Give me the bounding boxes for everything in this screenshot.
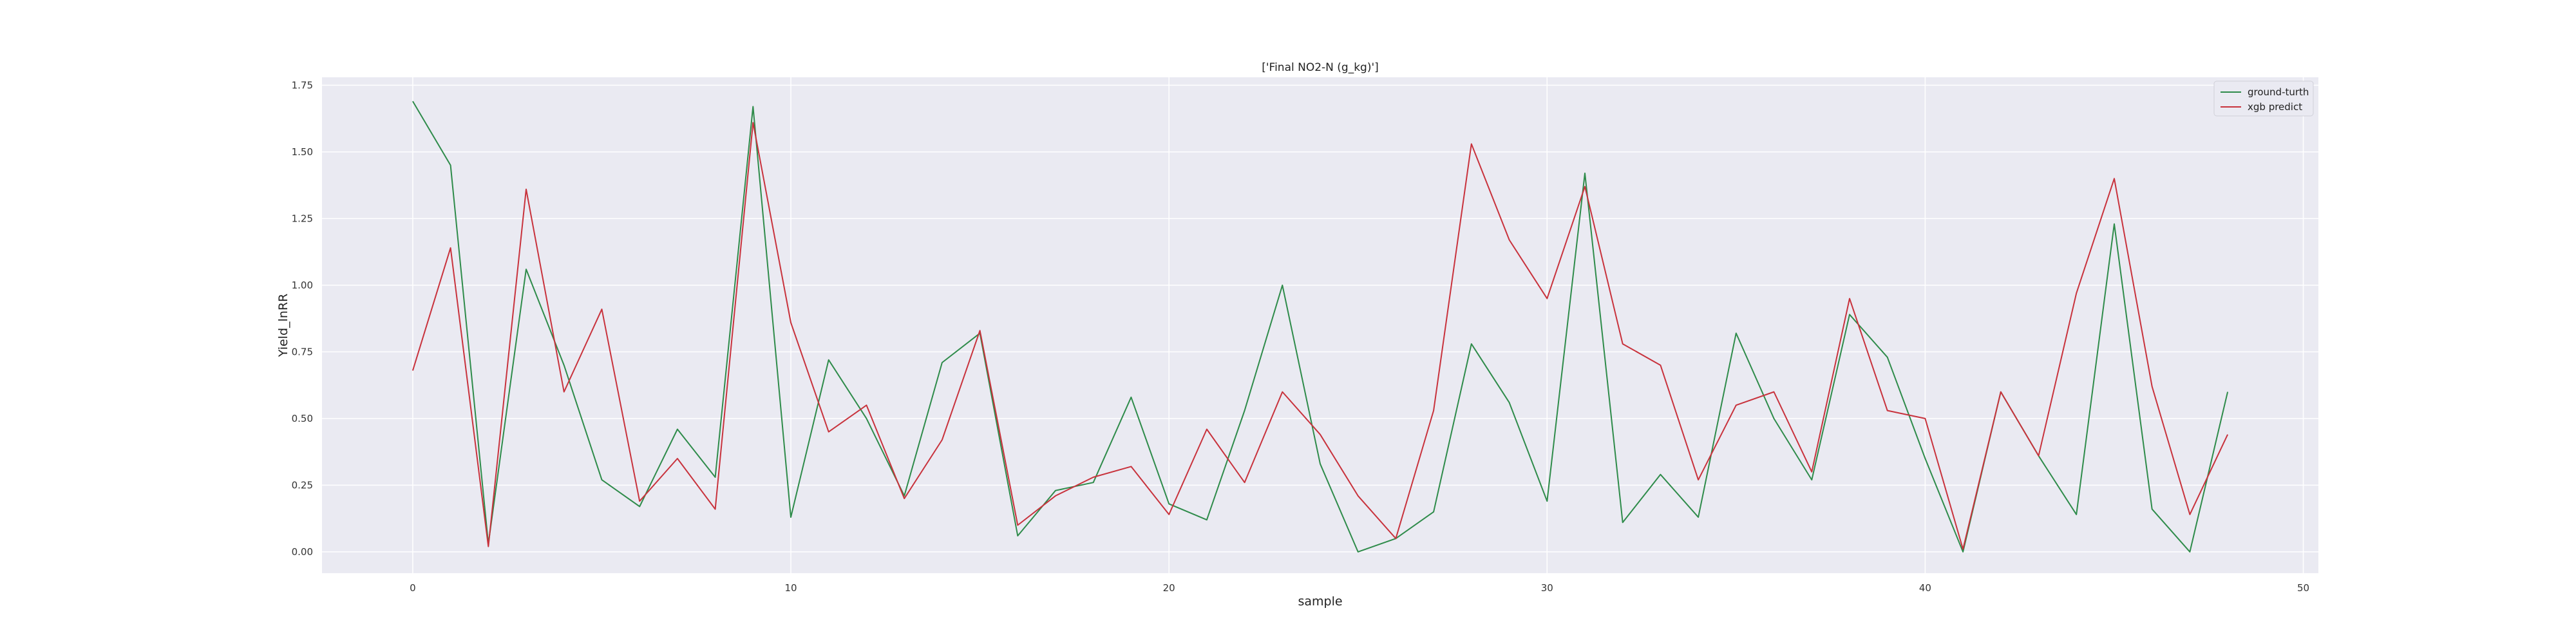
- y-tick-label: 1.75: [292, 79, 313, 91]
- chart-title: ['Final NO2-N (g_kg)']: [1262, 61, 1379, 74]
- y-tick-labels: 0.00 0.25 0.50 0.75 1.00 1.25 1.50 1.75: [292, 79, 313, 557]
- x-tick-label: 40: [1919, 582, 1931, 594]
- legend-label-xgb-predict: xgb predict: [2248, 101, 2302, 113]
- x-tick-label: 30: [1541, 582, 1553, 594]
- y-axis-label: Yield_lnRR: [276, 294, 290, 357]
- legend: ground-turth xgb predict: [2213, 80, 2314, 117]
- x-axis-label: sample: [1298, 594, 1342, 609]
- y-tick-label: 1.50: [292, 146, 313, 158]
- plot-area: [322, 77, 2318, 573]
- legend-label-ground-truth: ground-turth: [2248, 86, 2309, 98]
- y-tick-label: 1.00: [292, 279, 313, 291]
- x-tick-label: 10: [784, 582, 797, 594]
- x-tick-labels: 0 10 20 30 40 50: [410, 582, 2309, 594]
- x-tick-label: 50: [2297, 582, 2309, 594]
- y-tick-label: 0.75: [292, 346, 313, 357]
- grid-lines: [322, 77, 2318, 573]
- y-tick-label: 0.25: [292, 479, 313, 491]
- y-tick-label: 0.50: [292, 413, 313, 424]
- series-line-xgb-predict: [412, 122, 2229, 550]
- y-tick-label: 1.25: [292, 213, 313, 224]
- series-line-ground-turth: [412, 100, 2229, 553]
- x-tick-label: 0: [410, 582, 416, 594]
- y-tick-label: 0.00: [292, 546, 313, 558]
- x-tick-label: 20: [1163, 582, 1175, 594]
- series-lines: [412, 100, 2229, 553]
